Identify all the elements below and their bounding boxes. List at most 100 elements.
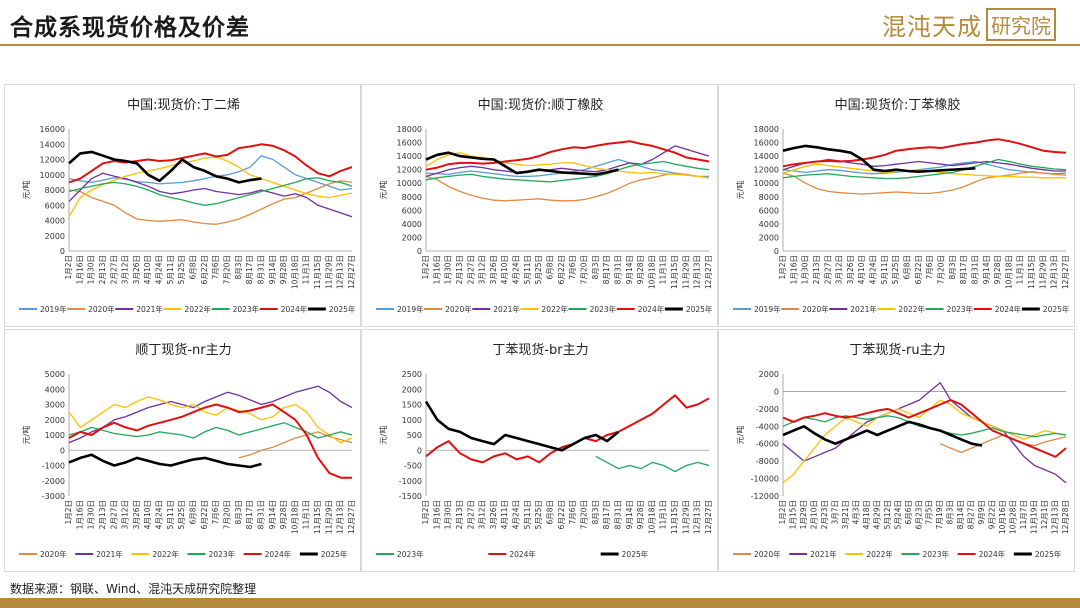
x-tick-label: 8月3日 xyxy=(591,255,600,280)
legend-label: 2021年 xyxy=(850,304,877,314)
y-axis-label: 元/吨 xyxy=(378,426,388,445)
x-tick-label: 12月27日 xyxy=(1061,255,1070,289)
x-tick-label: 5月11日 xyxy=(166,500,175,529)
x-tick-label: 3月26日 xyxy=(846,255,855,284)
y-tick-label: 0 xyxy=(774,247,779,256)
x-tick-label: 4月10日 xyxy=(143,255,152,284)
x-tick-label: 2月23日 xyxy=(820,500,829,529)
series-line xyxy=(425,152,710,179)
x-tick-label: 2月13日 xyxy=(98,500,107,529)
y-tick-label: 2000 xyxy=(402,233,422,242)
y-tick-label: 6000 xyxy=(759,206,779,215)
x-tick-label: 3月7日 xyxy=(830,500,839,525)
x-tick-label: 8月31日 xyxy=(613,500,622,529)
series-line xyxy=(68,177,353,206)
x-tick-label: 8月31日 xyxy=(256,500,265,529)
y-tick-label: 12000 xyxy=(397,166,422,175)
y-tick-label: 8000 xyxy=(402,193,422,202)
logo: 混沌天成 研究院 xyxy=(882,7,1056,41)
logo-box: 研究院 xyxy=(986,7,1056,41)
series-line xyxy=(425,160,710,183)
x-tick-label: 1月2日 xyxy=(64,255,73,280)
x-tick-label: 6月22日 xyxy=(200,500,209,529)
chart-panel-butadiene: 中国:现货价:丁二烯 0 2000 4000 6000 8000 10000 12000 140… xyxy=(4,84,361,327)
series-line xyxy=(68,156,353,218)
series-line xyxy=(68,453,262,469)
x-tick-label: 10月18日 xyxy=(1004,255,1013,289)
x-tick-label: 2月13日 xyxy=(455,255,464,284)
data-source-note: 数据来源：钢联、Wind、混沌天成研究院整理 xyxy=(10,582,257,596)
x-tick-label: 10月18日 xyxy=(647,255,656,289)
x-tick-label: 10月18日 xyxy=(647,500,656,534)
y-tick-label: 0 xyxy=(417,446,422,455)
x-tick-label: 9月14日 xyxy=(625,500,634,529)
y-tick-label: 14000 xyxy=(397,152,422,161)
y-tick-label: 10000 xyxy=(754,179,779,188)
x-tick-label: 7月20日 xyxy=(222,500,231,529)
x-tick-label: 3月12日 xyxy=(478,500,487,529)
x-tick-label: 1月16日 xyxy=(432,255,441,284)
x-tick-label: 4月3日 xyxy=(851,500,860,525)
x-tick-label: 4月24日 xyxy=(512,500,521,529)
chart-svg: 中国:现货价:顺丁橡胶 0 2000 4000 6000 8000 10000 12000 14… xyxy=(376,97,713,314)
x-tick-label: 10月18日 xyxy=(290,255,299,289)
legend-label: 2019年 xyxy=(40,304,67,314)
x-tick-label: 5月25日 xyxy=(177,255,186,284)
y-tick-label: 16000 xyxy=(397,139,422,148)
series-line xyxy=(782,399,1067,458)
series-line xyxy=(782,399,1067,484)
legend-label: 2023年 xyxy=(947,304,974,314)
y-tick-label: 6000 xyxy=(402,206,422,215)
x-tick-label: 11月29日 xyxy=(324,500,333,534)
y-tick-label: 8000 xyxy=(759,193,779,202)
y-tick-label: 0 xyxy=(60,446,65,455)
x-tick-label: 3月12日 xyxy=(835,255,844,284)
x-tick-label: 8月3日 xyxy=(948,255,957,280)
x-tick-label: 7月6日 xyxy=(925,255,934,280)
x-tick-label: 9月14日 xyxy=(625,255,634,284)
legend-label: 2022年 xyxy=(184,304,211,314)
x-tick-label: 7月6日 xyxy=(211,255,220,280)
x-tick-label: 8月3日 xyxy=(591,500,600,525)
x-tick-label: 4月24日 xyxy=(512,255,521,284)
x-tick-label: 10月18日 xyxy=(290,500,299,534)
x-tick-label: 11月1日 xyxy=(659,255,668,284)
legend-label: 2024年 xyxy=(979,549,1006,559)
chart-title: 中国:现货价:丁二烯 xyxy=(127,97,240,113)
y-axis-label: 元/吨 xyxy=(21,181,31,200)
x-tick-label: 11月15日 xyxy=(670,255,679,289)
y-tick-label: 2000 xyxy=(45,232,65,241)
y-axis-label: 元/吨 xyxy=(735,426,745,445)
legend-label: 2022年 xyxy=(898,304,925,314)
legend-label: 2024年 xyxy=(995,304,1022,314)
x-tick-label: 5月12日 xyxy=(883,500,892,529)
y-tick-label: 5000 xyxy=(45,370,65,379)
x-tick-label: 12月13日 xyxy=(693,255,702,289)
x-tick-label: 8月3日 xyxy=(234,255,243,280)
y-tick-label: -8000 xyxy=(756,457,779,466)
y-tick-label: -12000 xyxy=(751,492,779,501)
series-line xyxy=(782,382,1067,484)
legend-label: 2021年 xyxy=(96,549,123,559)
series-line xyxy=(68,403,352,479)
x-tick-label: 9月14日 xyxy=(268,255,277,284)
x-tick-label: 12月1日 xyxy=(1040,500,1049,529)
y-tick-label: 1500 xyxy=(402,401,422,410)
series-line xyxy=(782,158,1067,180)
series-line xyxy=(782,171,1067,195)
legend-label: 2024年 xyxy=(638,304,665,314)
legend-label: 2020年 xyxy=(40,549,67,559)
page-title: 合成系现货价格及价差 xyxy=(10,14,250,41)
chart-title: 丁苯现货-ru主力 xyxy=(849,342,945,358)
x-tick-label: 11月29日 xyxy=(1038,255,1047,289)
legend-label: 2023年 xyxy=(590,304,617,314)
y-tick-label: 2000 xyxy=(759,233,779,242)
x-tick-label: 11月29日 xyxy=(324,255,333,289)
x-tick-label: 8月27日 xyxy=(967,500,976,529)
x-tick-label: 4月10日 xyxy=(500,255,509,284)
series-line xyxy=(425,151,619,176)
y-tick-label: 18000 xyxy=(397,125,422,134)
x-tick-label: 9月14日 xyxy=(982,255,991,284)
x-tick-label: 7月20日 xyxy=(936,255,945,284)
y-axis-label: 元/吨 xyxy=(378,181,388,200)
